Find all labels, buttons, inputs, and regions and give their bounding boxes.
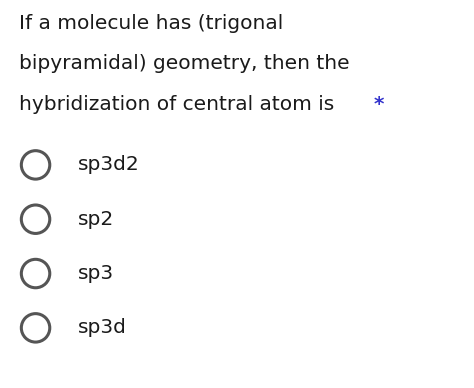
Text: If a molecule has (trigonal: If a molecule has (trigonal: [19, 14, 283, 33]
Text: sp3d2: sp3d2: [78, 156, 140, 174]
Text: bipyramidal) geometry, then the: bipyramidal) geometry, then the: [19, 54, 350, 73]
Text: hybridization of central atom is: hybridization of central atom is: [19, 95, 334, 114]
Text: sp2: sp2: [78, 210, 114, 229]
Text: *: *: [367, 95, 385, 114]
Text: sp3d: sp3d: [78, 319, 127, 337]
Text: sp3: sp3: [78, 264, 114, 283]
